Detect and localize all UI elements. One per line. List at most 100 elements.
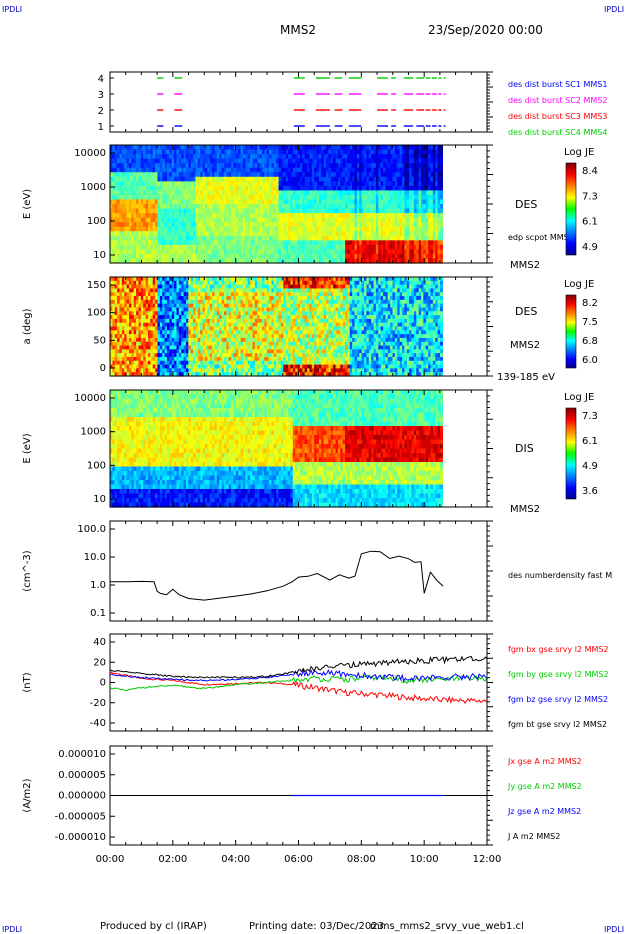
heatmap-cell — [169, 163, 173, 169]
heatmap-cell — [185, 194, 189, 201]
heatmap-cell — [259, 235, 263, 241]
heatmap-cell — [157, 149, 161, 155]
heatmap-cell — [326, 194, 330, 201]
heatmap-cell — [169, 235, 173, 241]
heatmap-cell — [164, 149, 168, 155]
heatmap-cell — [238, 240, 242, 246]
heatmap-cell — [250, 244, 254, 250]
heatmap-cell — [440, 167, 443, 173]
heatmap-cell — [200, 253, 204, 260]
heatmap-cell — [195, 194, 199, 201]
heatmap-cell — [278, 217, 282, 223]
heatmap-cell — [207, 181, 211, 187]
heatmap-cell — [193, 167, 197, 173]
heatmap-cell — [112, 199, 116, 205]
heatmap-cell — [219, 213, 223, 219]
heatmap-cell — [307, 167, 311, 173]
heatmap-cell — [285, 181, 289, 187]
heatmap-cell — [235, 154, 239, 160]
heatmap-cell — [245, 231, 249, 237]
heatmap-cell — [264, 222, 268, 228]
heatmap-cell — [285, 217, 289, 223]
heatmap-cell — [261, 222, 265, 228]
heatmap-cell — [285, 208, 289, 214]
heatmap-cell — [145, 154, 149, 160]
heatmap-cell — [299, 149, 303, 155]
heatmap-cell — [240, 231, 244, 237]
heatmap-cell — [295, 235, 299, 241]
heatmap-cell — [162, 253, 166, 260]
heatmap-cell — [197, 163, 201, 169]
heatmap-cell — [259, 158, 263, 164]
heatmap-cell — [164, 258, 168, 264]
heatmap-cell — [266, 176, 270, 182]
heatmap-cell — [185, 249, 189, 255]
heatmap-cell — [221, 167, 225, 173]
heatmap-cell — [276, 163, 280, 169]
heatmap-cell — [280, 149, 284, 155]
heatmap-cell — [290, 208, 294, 214]
heatmap-cell — [264, 204, 268, 210]
heatmap-cell — [290, 176, 294, 182]
heatmap-cell — [311, 167, 315, 173]
heatmap-cell — [200, 199, 204, 205]
heatmap-cell — [266, 244, 270, 250]
heatmap-cell — [204, 217, 208, 223]
heatmap-cell — [185, 154, 189, 160]
heatmap-cell — [150, 176, 154, 182]
heatmap-cell — [119, 154, 123, 160]
heatmap-cell — [316, 244, 320, 250]
heatmap-cell — [188, 145, 192, 151]
heatmap-cell — [288, 163, 292, 169]
heatmap-cell — [171, 213, 175, 219]
des-energy-y-tick-label: 100 — [87, 216, 106, 227]
heatmap-cell — [276, 185, 280, 191]
heatmap-cell — [121, 240, 125, 246]
heatmap-cell — [197, 176, 201, 182]
heatmap-cell — [231, 258, 235, 264]
heatmap-cell — [181, 253, 185, 260]
heatmap-cell — [143, 194, 147, 201]
heatmap-cell — [264, 258, 268, 264]
heatmap-cell — [288, 167, 292, 173]
heatmap-cell — [261, 154, 265, 160]
heatmap-cell — [226, 208, 230, 214]
heatmap-cell — [309, 204, 313, 210]
heatmap-cell — [126, 176, 130, 182]
heatmap-cell — [276, 194, 280, 201]
heatmap-cell — [269, 249, 273, 255]
heatmap-cell — [152, 163, 156, 169]
heatmap-cell — [117, 244, 121, 250]
heatmap-cell — [197, 172, 201, 178]
heatmap-cell — [440, 181, 443, 187]
heatmap-cell — [316, 154, 320, 160]
heatmap-cell — [297, 258, 301, 264]
heatmap-cell — [207, 249, 211, 255]
heatmap-cell — [238, 176, 242, 182]
heatmap-cell — [140, 244, 144, 250]
heatmap-cell — [128, 244, 132, 250]
heatmap-cell — [242, 213, 246, 219]
heatmap-cell — [112, 190, 116, 196]
heatmap-cell — [110, 208, 113, 214]
heatmap-cell — [233, 253, 237, 260]
heatmap-cell — [202, 158, 206, 164]
heatmap-cell — [212, 249, 216, 255]
heatmap-cell — [323, 176, 327, 182]
heatmap-cell — [171, 176, 175, 182]
heatmap-cell — [314, 244, 318, 250]
heatmap-cell — [259, 222, 263, 228]
heatmap-cell — [323, 149, 327, 155]
heatmap-cell — [117, 176, 121, 182]
heatmap-cell — [131, 240, 135, 246]
heatmap-cell — [209, 231, 213, 237]
heatmap-cell — [121, 249, 125, 255]
heatmap-cell — [245, 213, 249, 219]
heatmap-cell — [299, 235, 303, 241]
heatmap-cell — [257, 172, 261, 178]
heatmap-cell — [166, 163, 170, 169]
heatmap-cell — [307, 185, 311, 191]
heatmap-cell — [238, 231, 242, 237]
heatmap-cell — [266, 222, 270, 228]
heatmap-cell — [181, 185, 185, 191]
